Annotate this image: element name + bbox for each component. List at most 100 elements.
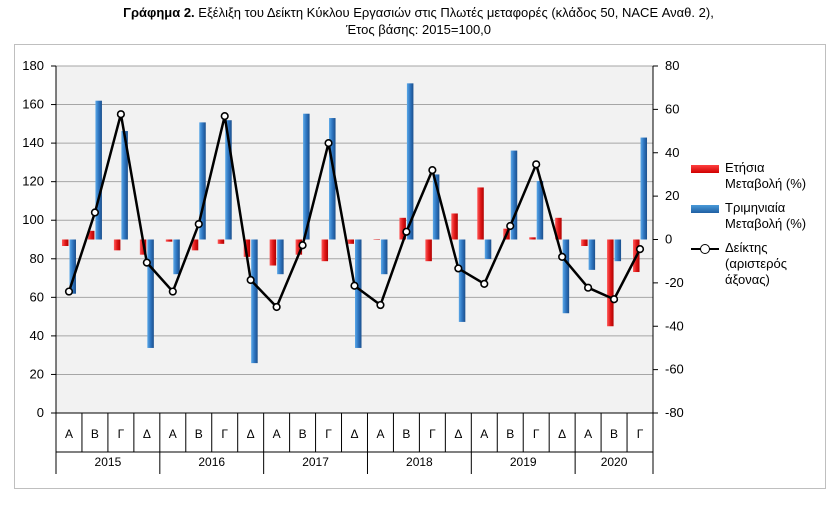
index-point (168, 287, 177, 296)
left-axis-tick-label: 180 (22, 58, 44, 73)
quarter-label: Δ (143, 427, 151, 441)
bar-annual-change (581, 239, 588, 247)
index-point (584, 283, 593, 292)
legend-swatch-index-marker (700, 244, 710, 254)
legend-item-annual: Ετήσια Μεταβολή (%) (691, 160, 811, 192)
left-axis-tick-label: 0 (37, 405, 44, 420)
index-point (220, 112, 229, 121)
bar-quarterly-change (173, 239, 180, 275)
bar-quarterly-change (329, 118, 336, 240)
bar-quarterly-change (536, 180, 544, 240)
quarter-label: Β (506, 427, 514, 441)
legend-swatch-annual (691, 165, 719, 173)
bar-quarterly-change (147, 239, 154, 348)
index-point (376, 300, 385, 310)
bar-annual-change (399, 217, 406, 240)
bar-quarterly-change (251, 239, 258, 364)
right-axis-tick-label: -60 (665, 362, 684, 377)
index-point (90, 208, 100, 217)
bar-annual-change (607, 239, 614, 327)
index-point (64, 287, 74, 296)
bar-quarterly-change (69, 239, 76, 294)
bar-quarterly-change (355, 239, 362, 348)
quarter-label: Γ (118, 427, 125, 441)
quarter-label: Α (273, 427, 281, 441)
bar-quarterly-change (484, 239, 492, 260)
quarter-label: Α (376, 427, 384, 441)
year-label: 2017 (302, 455, 329, 469)
bar-quarterly-change (640, 137, 648, 240)
bar-annual-change (477, 187, 484, 240)
left-axis-tick-label: 60 (30, 289, 44, 304)
bar-annual-change (113, 239, 121, 251)
bar-annual-change (373, 239, 380, 240)
quarter-label: Α (480, 427, 488, 441)
bar-annual-change (269, 239, 277, 266)
quarter-label: Δ (350, 427, 358, 441)
bar-quarterly-change (199, 122, 206, 240)
index-point (194, 219, 203, 229)
quarter-label: Δ (454, 427, 462, 441)
bar-quarterly-change (380, 239, 388, 275)
bar-annual-change (295, 239, 303, 255)
legend-item-index: Δείκτης (αριστερός άξονας) (691, 240, 811, 288)
bar-annual-change (555, 217, 562, 240)
index-point (402, 227, 411, 236)
quarter-label: Α (584, 427, 592, 441)
right-axis-tick-label: 40 (665, 145, 679, 160)
legend-item-quarterly: Τριμηνιαία Μεταβολή (%) (691, 200, 811, 232)
bar-quarterly-change (225, 120, 232, 240)
year-label: 2018 (406, 455, 433, 469)
index-point (480, 279, 489, 288)
bar-quarterly-change (510, 150, 518, 240)
index-point (558, 252, 567, 261)
right-axis-tick-label: 0 (665, 232, 672, 247)
bar-annual-change (425, 239, 432, 262)
legend-swatch-quarterly (691, 205, 719, 213)
left-axis-tick-label: 160 (22, 97, 44, 112)
bar-quarterly-change (562, 239, 570, 314)
quarter-label: Γ (637, 427, 644, 441)
chart-title-number: Γράφημα 2. (123, 5, 195, 20)
year-label: 2020 (601, 455, 628, 469)
bar-annual-change (451, 213, 458, 240)
bar-annual-change (529, 237, 536, 240)
right-axis-tick-label: -80 (665, 405, 684, 420)
quarter-label: Γ (429, 427, 436, 441)
legend-label-annual: Ετήσια Μεταβολή (%) (725, 160, 807, 191)
legend: Ετήσια Μεταβολή (%) Τριμηνιαία Μεταβολή … (691, 160, 811, 296)
quarter-label: Β (299, 427, 307, 441)
bar-quarterly-change (458, 239, 466, 322)
year-label: 2019 (510, 455, 537, 469)
left-axis-tick-label: 40 (30, 328, 44, 343)
index-point (116, 110, 125, 119)
quarter-label: Δ (558, 427, 566, 441)
legend-label-index: Δείκτης (αριστερός άξονας) (725, 240, 787, 287)
chart-title: Γράφημα 2. Εξέλιξη του Δείκτη Κύκλου Εργ… (0, 4, 837, 38)
index-point (454, 264, 463, 273)
bar-annual-change (191, 239, 199, 251)
right-axis-tick-label: 80 (665, 58, 679, 73)
bar-annual-change (321, 239, 329, 262)
index-point (350, 281, 359, 290)
bar-annual-change (87, 230, 95, 240)
bar-quarterly-change (406, 83, 414, 240)
bar-annual-change (217, 239, 225, 244)
bar-annual-change (165, 239, 173, 242)
chart-title-text: Εξέλιξη του Δείκτη Κύκλου Εργασιών στις … (198, 5, 714, 20)
index-point (298, 241, 307, 250)
chart-frame (14, 44, 826, 489)
quarter-label: Β (91, 427, 99, 441)
legend-label-quarterly: Τριμηνιαία Μεταβολή (%) (725, 200, 807, 231)
quarter-label: Δ (247, 427, 255, 441)
index-point (272, 302, 281, 312)
quarter-label: Α (169, 427, 177, 441)
bar-quarterly-change (303, 113, 310, 240)
index-point (428, 166, 437, 175)
left-axis-tick-label: 100 (22, 212, 44, 227)
index-point (635, 245, 645, 254)
chart-subtitle: Έτος βάσης: 2015=100,0 (345, 22, 492, 37)
right-axis-tick-label: 60 (665, 101, 679, 116)
bar-quarterly-change (277, 239, 284, 275)
